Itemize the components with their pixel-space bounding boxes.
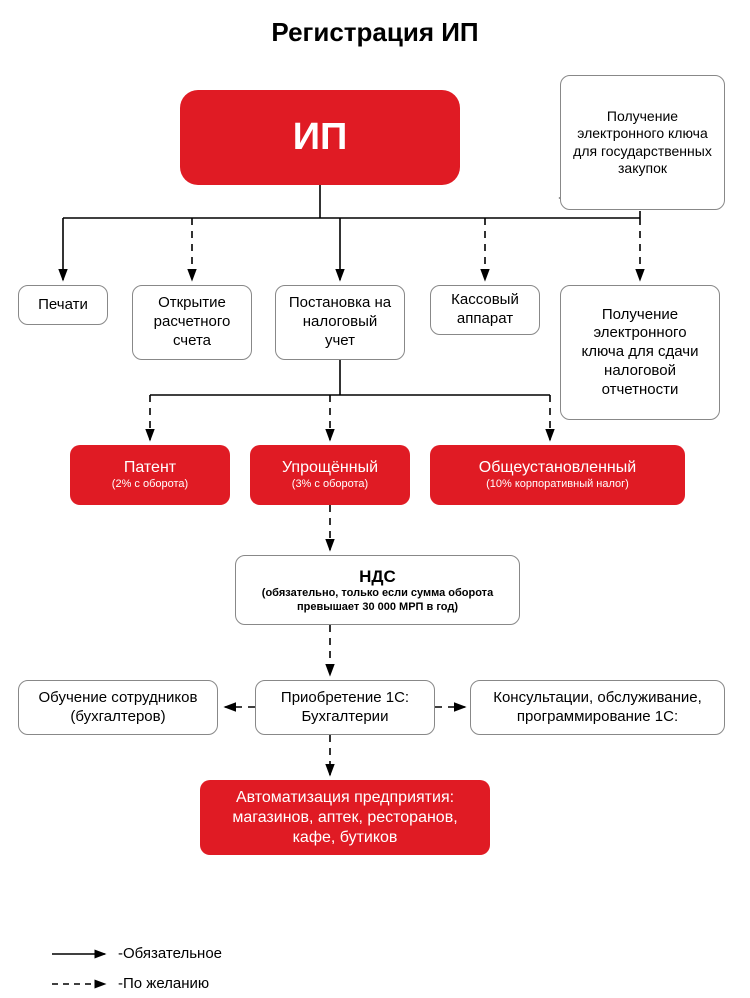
- node-sublabel: (2% с оборота): [112, 478, 188, 492]
- node-avtomatizaciya: Автоматизация предприятия: магазинов, ап…: [200, 780, 490, 855]
- node-label: Печати: [38, 296, 88, 315]
- node-label: ИП: [293, 114, 348, 162]
- node-ip: ИП: [180, 90, 460, 185]
- node-label: Автоматизация предприятия: магазинов, ап…: [210, 788, 480, 848]
- node-ekey-tax: Получение электронного ключа для сдачи н…: [560, 285, 720, 420]
- node-konsultacii: Консультации, обслуживание, программиров…: [470, 680, 725, 735]
- node-kassovyi-apparat: Кассовый аппарат: [430, 285, 540, 335]
- node-obscheustanovlennyi: Общеустановленный(10% корпоративный нало…: [430, 445, 685, 505]
- node-label: Постановка на налоговый учет: [286, 294, 394, 350]
- node-raschetnyi-schet: Открытие расчетного счета: [132, 285, 252, 360]
- legend-solid: -Обязательное: [50, 945, 222, 962]
- node-sublabel: (3% с оборота): [282, 478, 378, 492]
- node-label: Получение электронного ключа для государ…: [571, 108, 714, 178]
- node-label: Общеустановленный: [479, 458, 636, 478]
- node-patent: Патент(2% с оборота): [70, 445, 230, 505]
- node-label: НДС: [246, 566, 509, 587]
- node-nalogovyi-uchet: Постановка на налоговый учет: [275, 285, 405, 360]
- node-label: Кассовый аппарат: [441, 291, 529, 329]
- node-label: Обучение сотрудников (бухгалтеров): [29, 689, 207, 727]
- node-ekey-government: Получение электронного ключа для государ…: [560, 75, 725, 210]
- node-label: Упрощённый: [282, 458, 378, 478]
- legend-dashed: -По желанию: [50, 975, 209, 992]
- node-nds: НДС(обязательно, только если сумма оборо…: [235, 555, 520, 625]
- node-label: Получение электронного ключа для сдачи н…: [571, 306, 709, 400]
- node-sublabel: (обязательно, только если сумма оборота …: [246, 587, 509, 615]
- node-label: Приобретение 1С: Бухгалтерии: [266, 689, 424, 727]
- node-label: Патент: [112, 458, 188, 478]
- node-label: Консультации, обслуживание, программиров…: [481, 689, 714, 727]
- node-pechati: Печати: [18, 285, 108, 325]
- node-sublabel: (10% корпоративный налог): [479, 478, 636, 492]
- legend-dashed-label: -По желанию: [118, 975, 209, 992]
- diagram-title: Регистрация ИП: [0, 17, 750, 48]
- node-label: Открытие расчетного счета: [143, 294, 241, 350]
- node-obuchenie: Обучение сотрудников (бухгалтеров): [18, 680, 218, 735]
- node-1c: Приобретение 1С: Бухгалтерии: [255, 680, 435, 735]
- legend-solid-label: -Обязательное: [118, 945, 222, 962]
- node-uproschennyi: Упрощённый(3% с оборота): [250, 445, 410, 505]
